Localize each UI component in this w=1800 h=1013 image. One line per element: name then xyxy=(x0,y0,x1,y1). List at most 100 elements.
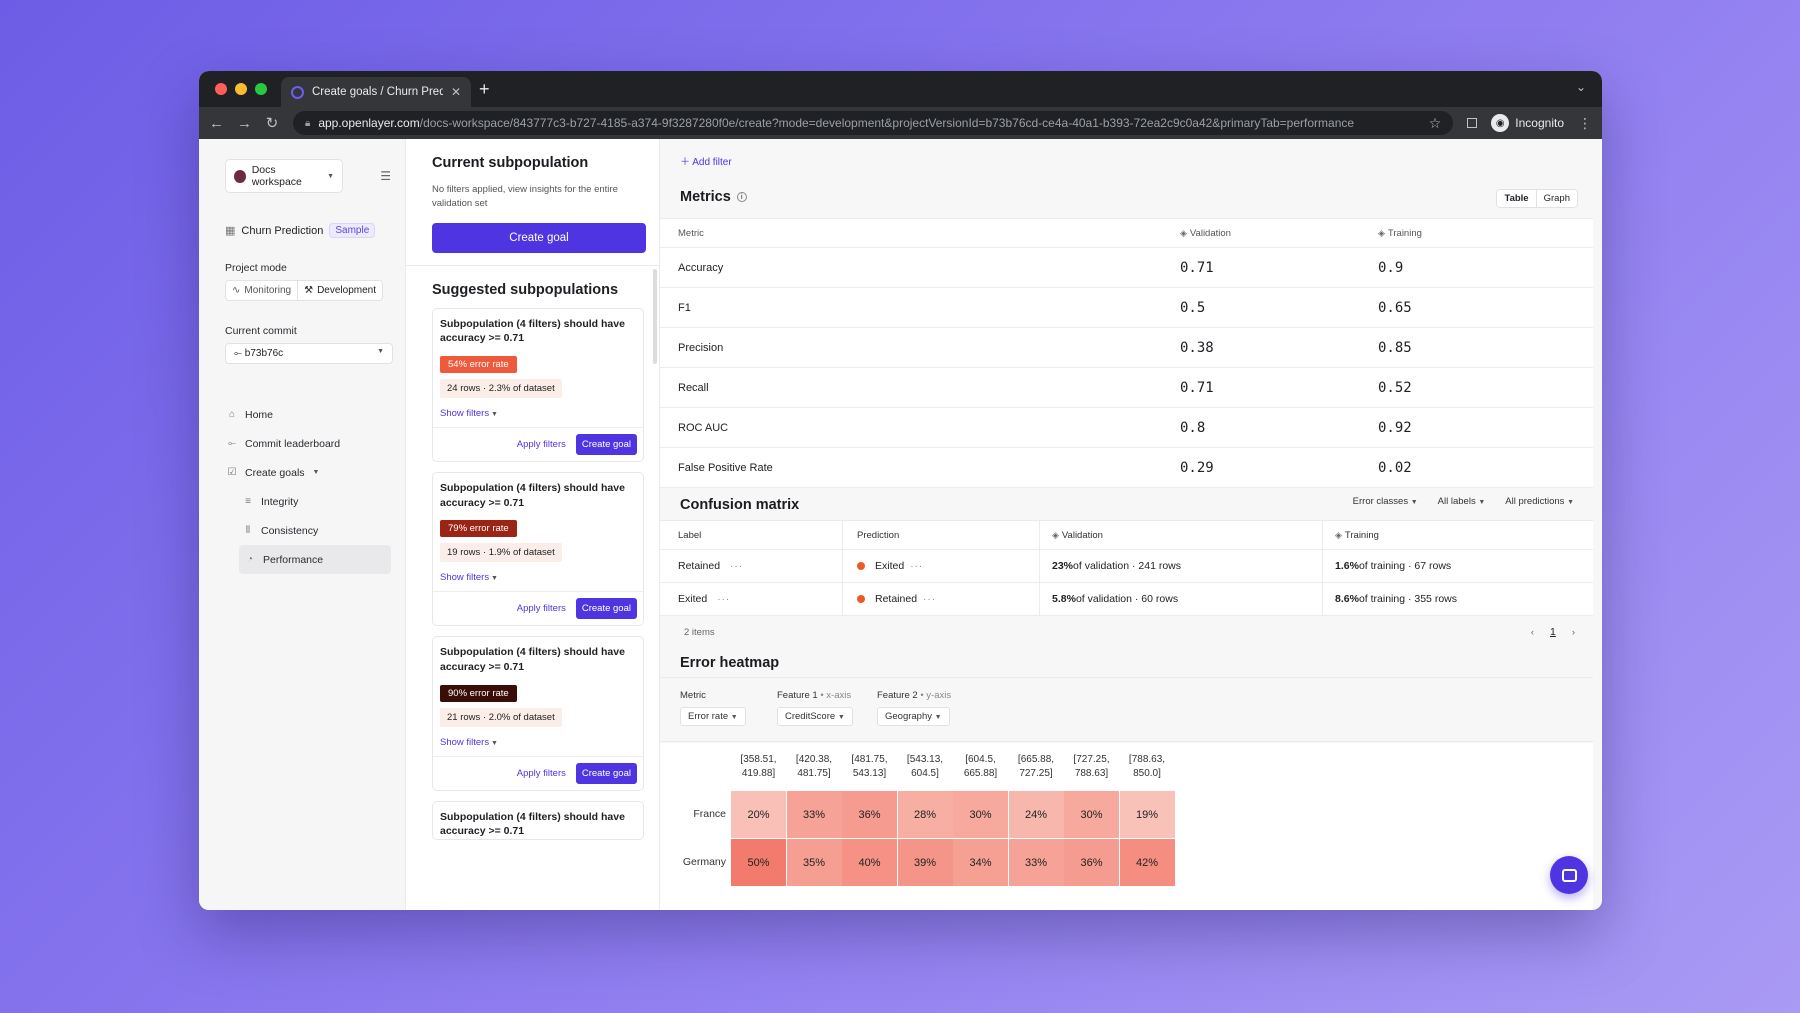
apply-filters-button[interactable]: Apply filters xyxy=(516,603,566,615)
maximize-window-button[interactable] xyxy=(255,83,267,95)
browser-menu-icon[interactable]: ⋮ xyxy=(1578,114,1592,131)
heatmap-y-tick-label: France xyxy=(693,808,726,820)
heatmap-x-tick-part: 727.25] xyxy=(1019,768,1053,779)
prev-page-icon[interactable]: ‹ xyxy=(1530,626,1534,638)
labels-dropdown[interactable]: All labels ▼ xyxy=(1438,496,1486,507)
training-cell: 8.6% of training · 355 rows xyxy=(1323,583,1593,615)
metric-column-header: Metric xyxy=(678,227,704,239)
minimize-window-button[interactable] xyxy=(235,83,247,95)
heatmap-cell[interactable]: 42% xyxy=(1119,839,1175,886)
show-filters-button[interactable]: Show filters ▼ xyxy=(440,572,636,591)
sidebar-item-integrity[interactable]: ≡ Integrity xyxy=(225,487,391,516)
heatmap-cell[interactable]: 39% xyxy=(897,839,953,886)
metric-dropdown[interactable]: Error rate ▼ xyxy=(680,707,746,726)
feature2-dropdown[interactable]: Geography ▼ xyxy=(877,707,950,726)
feature2-label: Feature 2 xyxy=(877,690,918,701)
heatmap-cell[interactable]: 33% xyxy=(786,791,842,838)
create-goal-button[interactable]: Create goal xyxy=(432,222,646,253)
sidebar-item-performance[interactable]: ◔ Performance xyxy=(239,545,391,574)
more-options-icon[interactable]: ··· xyxy=(923,593,937,605)
commit-select[interactable]: ⟜ b73b76c ▼ xyxy=(225,343,393,364)
table-icon: ▦ xyxy=(225,225,236,237)
suggestion-card[interactable]: Subpopulation (4 filters) should have ac… xyxy=(432,800,644,841)
next-page-icon[interactable]: › xyxy=(1571,626,1575,638)
show-filters-button[interactable]: Show filters ▼ xyxy=(440,737,636,756)
heatmap-cell[interactable]: 35% xyxy=(786,839,842,886)
table-row: Recall 0.71 0.52 xyxy=(660,368,1593,408)
feature1-dropdown[interactable]: CreditScore ▼ xyxy=(777,707,853,726)
add-filter-button[interactable]: ＋ Add filter xyxy=(680,157,732,168)
metrics-header-row: Metric ◈ Validation ◈ Training xyxy=(660,219,1593,248)
more-options-icon[interactable]: ··· xyxy=(910,560,924,572)
back-arrow-icon[interactable]: ← xyxy=(209,114,224,132)
side-panel-icon[interactable] xyxy=(1467,118,1478,128)
heatmap-cell[interactable]: 20% xyxy=(731,791,786,838)
apply-filters-button[interactable]: Apply filters xyxy=(516,438,566,450)
label-cell: Exited ··· xyxy=(660,583,843,615)
error-classes-dropdown[interactable]: Error classes ▼ xyxy=(1353,496,1418,507)
tab-search-chevron-icon[interactable]: ⌄ xyxy=(1575,80,1586,94)
heatmap-cell[interactable]: 40% xyxy=(842,839,897,886)
sidebar-item-home[interactable]: ⌂ Home xyxy=(225,400,391,429)
heatmap-x-tick-part: [358.51, xyxy=(740,754,777,765)
heatmap-x-tick-part: 543.13] xyxy=(852,768,887,779)
close-window-button[interactable] xyxy=(215,83,227,95)
suggestion-card[interactable]: Subpopulation (4 filters) should have ac… xyxy=(432,636,644,791)
new-tab-button[interactable]: + xyxy=(479,79,490,99)
project-header[interactable]: ▦ Churn Prediction Sample xyxy=(225,223,391,238)
more-options-icon[interactable]: ··· xyxy=(730,560,744,572)
current-page[interactable]: 1 xyxy=(1549,626,1556,638)
heatmap-cell[interactable]: 30% xyxy=(953,791,1008,838)
heatmap-cell[interactable]: 19% xyxy=(1119,791,1175,838)
cm-validation-column-header: ◈ Validation xyxy=(1040,521,1323,549)
predictions-dropdown[interactable]: All predictions ▼ xyxy=(1505,496,1574,507)
gauge-icon: ◔ xyxy=(246,554,254,565)
profile-indicator[interactable]: ◉ Incognito xyxy=(1491,114,1564,132)
scrollbar[interactable] xyxy=(653,269,657,364)
heatmap-cell[interactable]: 50% xyxy=(731,839,786,886)
heatmap-cell[interactable]: 34% xyxy=(953,839,1008,886)
heatmap-cell[interactable]: 30% xyxy=(1064,791,1119,838)
prediction-value: Retained xyxy=(875,593,918,605)
card-create-goal-button[interactable]: Create goal xyxy=(575,762,637,784)
show-filters-button[interactable]: Show filters ▼ xyxy=(440,408,636,427)
heatmap-cell[interactable]: 36% xyxy=(1064,839,1119,886)
apply-filters-button[interactable]: Apply filters xyxy=(516,767,566,779)
table-row: Exited ··· Retained ··· 5.8% of validation … xyxy=(660,583,1593,616)
feature2-control: Feature 2 • y-axis Geography ▼ xyxy=(877,690,951,726)
forward-arrow-icon[interactable]: → xyxy=(237,114,252,132)
window-controls xyxy=(215,83,267,95)
heatmap-cell[interactable]: 24% xyxy=(1008,791,1064,838)
workspace-selector[interactable]: Docs workspace ▼ xyxy=(225,159,343,193)
chat-button[interactable] xyxy=(1550,856,1588,894)
heatmap-x-tick-part: [481.75, xyxy=(851,754,888,765)
bookmark-star-icon[interactable]: ☆ xyxy=(1428,114,1442,131)
mode-development[interactable]: ⚒ Development xyxy=(298,280,383,301)
sidebar-item-commit-leaderboard[interactable]: ⟜ Commit leaderboard xyxy=(225,429,391,458)
tab-close-icon[interactable]: ✕ xyxy=(450,85,461,99)
reload-icon[interactable]: ↻ xyxy=(265,115,279,132)
more-options-icon[interactable]: ··· xyxy=(717,593,731,605)
address-bar[interactable]: 🔒︎ app.openlayer.com/docs-workspace/8437… xyxy=(293,111,1454,135)
validation-header-label: Validation xyxy=(1189,227,1231,239)
heatmap-cell[interactable]: 33% xyxy=(1008,839,1064,886)
heatmap-cell[interactable]: 28% xyxy=(897,791,953,838)
heatmap-x-tick-label: [358.51, 419.88] xyxy=(731,753,786,781)
heatmap-cell[interactable]: 36% xyxy=(842,791,897,838)
training-header-label: Training xyxy=(1387,227,1422,239)
table-view-button[interactable]: Table xyxy=(1497,190,1537,207)
heatmap-controls: Metric Error rate ▼ Feature 1 • x-axis C… xyxy=(660,677,1593,742)
card-create-goal-button[interactable]: Create goal xyxy=(575,598,637,620)
sidebar-item-consistency[interactable]: ⦀ Consistency xyxy=(225,516,391,545)
browser-tab[interactable]: Create goals / Churn Predictio ✕ xyxy=(281,77,471,107)
menu-icon[interactable]: ☰ xyxy=(380,169,391,183)
suggestion-card[interactable]: Subpopulation (4 filters) should have ac… xyxy=(432,471,644,627)
card-create-goal-button[interactable]: Create goal xyxy=(575,433,637,455)
graph-view-button[interactable]: Graph xyxy=(1543,193,1570,204)
columns-icon: ⦀ xyxy=(245,525,251,536)
suggestion-card[interactable]: Subpopulation (4 filters) should have ac… xyxy=(432,307,644,462)
current-subpopulation-title: Current subpopulation xyxy=(432,155,589,171)
mode-monitoring[interactable]: ∿ Monitoring xyxy=(225,280,299,301)
sidebar-item-create-goals[interactable]: ☑ Create goals ▼ xyxy=(225,458,391,487)
info-icon[interactable]: i xyxy=(736,192,747,203)
